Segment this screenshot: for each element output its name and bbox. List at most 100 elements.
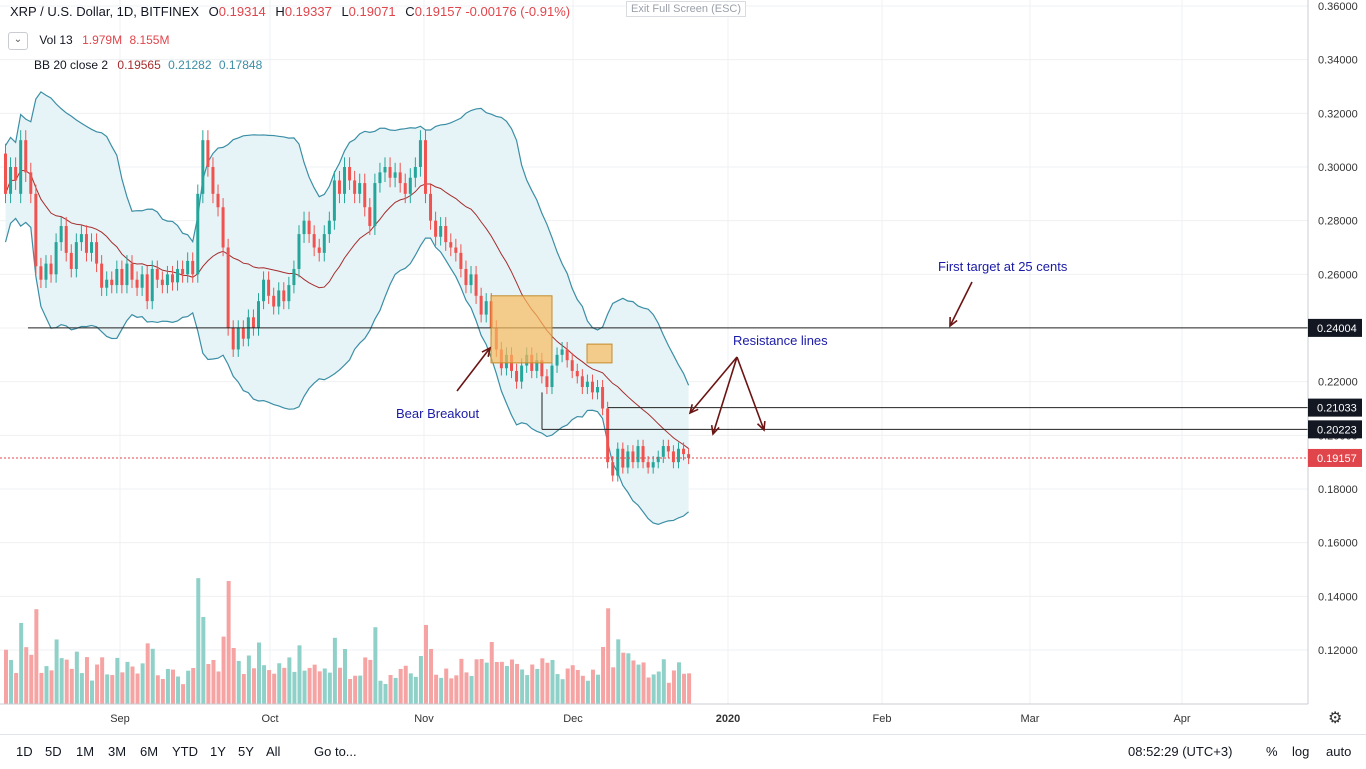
candle-body (353, 180, 357, 194)
volume-bar (277, 663, 282, 704)
log-toggle[interactable]: log (1292, 744, 1310, 759)
candle-body (666, 446, 670, 452)
candle-body (560, 349, 564, 355)
volume-bar (616, 639, 621, 704)
volume-bars (4, 578, 692, 704)
volume-bar (454, 675, 459, 704)
candle-body (565, 349, 569, 361)
candle-body (251, 317, 255, 328)
candle-body (130, 263, 134, 280)
range-1y-button[interactable]: 1Y (210, 744, 226, 759)
range-6m-button[interactable]: 6M (140, 744, 159, 759)
candle-body (343, 167, 347, 194)
volume-bar (246, 655, 251, 704)
volume-bar (398, 668, 403, 704)
volume-bar (105, 674, 110, 704)
range-3m-button[interactable]: 3M (108, 744, 127, 759)
y-tick-label: 0.26000 (1318, 269, 1358, 281)
candle-body (201, 140, 205, 194)
x-tick-label: Apr (1173, 713, 1190, 725)
candle-body (439, 226, 443, 237)
volume-bar (489, 642, 494, 704)
candle-body (520, 365, 524, 382)
annotations: First target at 25 cents Resistance lines… (396, 259, 1068, 436)
volume-bar (358, 675, 363, 704)
volume-bar (671, 670, 676, 704)
candle-body (186, 260, 190, 275)
candle-body (363, 183, 367, 208)
volume-bar (343, 648, 348, 704)
candle-body (84, 234, 88, 253)
volume-bar (9, 659, 14, 704)
breakout-box (490, 295, 553, 364)
volume-bar (585, 680, 590, 704)
y-tick-label: 0.36000 (1318, 1, 1358, 13)
range-5y-button[interactable]: 5Y (238, 744, 254, 759)
candle-body (176, 268, 180, 283)
exit-fullscreen-button[interactable]: Exit Full Screen (ESC) (626, 1, 747, 17)
resistance-arrow-2-head (710, 424, 720, 436)
candle-body (262, 279, 266, 302)
x-tick-label: Feb (873, 713, 892, 725)
candle-body (196, 193, 200, 275)
open-value: 0.19314 (218, 4, 266, 19)
auto-toggle[interactable]: auto (1326, 744, 1352, 759)
range-5d-button[interactable]: 5D (45, 744, 62, 759)
breakout-arrow (456, 347, 491, 392)
volume-bar (312, 664, 317, 704)
candle-body (423, 140, 427, 194)
x-tick-label: Sep (110, 713, 130, 725)
volume-bar (74, 651, 79, 704)
volume-bar (135, 673, 140, 704)
volume-bar (120, 672, 125, 704)
volume-bar (378, 680, 383, 704)
candle-body (100, 263, 104, 288)
volume-bar (59, 658, 64, 704)
volume-bar (661, 659, 666, 704)
candle-body (575, 370, 579, 377)
volume-bar (687, 673, 692, 704)
candle-body (287, 285, 291, 302)
candle-body (429, 193, 433, 221)
candle-body (257, 301, 260, 328)
volume-bar (504, 666, 509, 704)
volume-bar (413, 676, 418, 704)
volume-bar (236, 660, 241, 704)
change-value: -0.00176 (-0.91%) (465, 4, 571, 19)
range-1d-button[interactable]: 1D (16, 744, 33, 759)
candle-body (570, 360, 574, 371)
high-value: 0.19337 (284, 4, 332, 19)
candle-body (641, 446, 645, 463)
candle-body (231, 328, 235, 350)
volume-bar (282, 667, 287, 704)
resistance-arrow-2 (712, 356, 738, 435)
volume-bar (176, 676, 181, 704)
range-all-button[interactable]: All (266, 744, 281, 759)
candle-body (590, 381, 594, 393)
candle-body (403, 183, 407, 194)
volume-bar (19, 622, 24, 704)
volume-bar (196, 578, 201, 704)
candle-body (165, 274, 169, 286)
goto-button[interactable]: Go to... (314, 744, 357, 759)
candle-body (150, 268, 154, 302)
percent-toggle[interactable]: % (1266, 744, 1278, 759)
gear-icon[interactable]: ⚙ (1328, 710, 1343, 727)
volume-bar (682, 673, 687, 704)
time-axis: Sep Oct Nov Dec 2020 Feb Mar Apr (0, 703, 1308, 725)
volume-bar (520, 669, 525, 704)
range-1m-button[interactable]: 1M (76, 744, 95, 759)
bb-fill (5, 91, 689, 525)
x-tick-label: Dec (563, 713, 583, 725)
volume-bar (580, 675, 585, 704)
candle-body (277, 290, 281, 307)
volume-bar (100, 657, 105, 704)
annotation-text: First target at 25 cents (938, 259, 1068, 274)
range-ytd-button[interactable]: YTD (172, 744, 198, 759)
chevron-down-icon[interactable]: ⌄ (8, 32, 28, 50)
bb-upper-line (4, 91, 690, 386)
candle-body (515, 370, 519, 382)
candle-body (611, 462, 615, 476)
candle-body (125, 263, 129, 286)
